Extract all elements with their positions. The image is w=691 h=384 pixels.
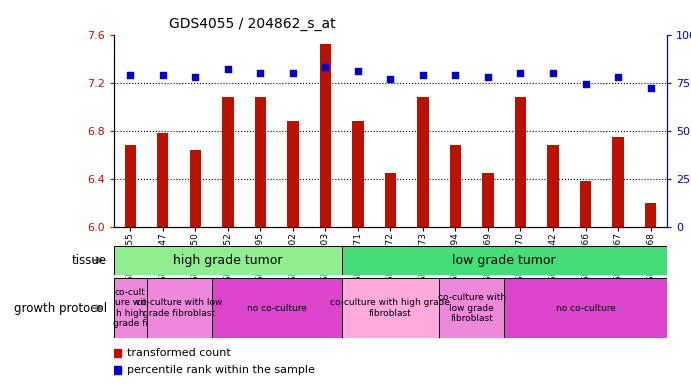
Point xyxy=(287,70,299,76)
Point xyxy=(320,64,331,70)
Bar xyxy=(417,97,428,227)
Point xyxy=(417,72,428,78)
Bar xyxy=(255,97,266,227)
Text: percentile rank within the sample: percentile rank within the sample xyxy=(127,365,315,375)
Point xyxy=(450,72,461,78)
Bar xyxy=(612,137,624,227)
Bar xyxy=(450,145,461,227)
Bar xyxy=(515,97,526,227)
Bar xyxy=(482,172,493,227)
Bar xyxy=(222,97,234,227)
Text: tissue: tissue xyxy=(72,254,107,266)
Point xyxy=(352,68,363,74)
Text: no co-culture: no co-culture xyxy=(247,304,307,313)
Point xyxy=(515,70,526,76)
Bar xyxy=(114,246,341,275)
Bar xyxy=(504,278,667,338)
Text: co-culture with low
grade fibroblast: co-culture with low grade fibroblast xyxy=(136,298,223,318)
Bar xyxy=(385,172,396,227)
Point xyxy=(645,85,656,91)
Point xyxy=(482,74,493,80)
Point xyxy=(580,81,591,88)
Bar xyxy=(580,181,591,227)
Bar xyxy=(439,278,504,338)
Text: co-culture with high grade
fibroblast: co-culture with high grade fibroblast xyxy=(330,298,451,318)
Bar xyxy=(341,278,439,338)
Point xyxy=(547,70,558,76)
Bar xyxy=(189,150,201,227)
Point xyxy=(125,72,136,78)
Text: high grade tumor: high grade tumor xyxy=(173,254,283,266)
Text: co-culture with
low grade
fibroblast: co-culture with low grade fibroblast xyxy=(437,293,506,323)
Text: growth protocol: growth protocol xyxy=(14,302,107,314)
Point xyxy=(223,66,234,72)
Text: GDS4055 / 204862_s_at: GDS4055 / 204862_s_at xyxy=(169,17,336,31)
Text: co-cult
ure wit
h high
grade fi: co-cult ure wit h high grade fi xyxy=(113,288,148,328)
Bar xyxy=(352,121,363,227)
Bar xyxy=(341,246,667,275)
Bar xyxy=(124,145,136,227)
Text: low grade tumor: low grade tumor xyxy=(453,254,556,266)
Point xyxy=(255,70,266,76)
Text: no co-culture: no co-culture xyxy=(556,304,616,313)
Text: transformed count: transformed count xyxy=(127,348,231,358)
Bar xyxy=(146,278,211,338)
Point xyxy=(385,76,396,82)
Bar xyxy=(645,203,656,227)
Bar xyxy=(320,44,331,227)
Bar xyxy=(211,278,341,338)
Bar xyxy=(547,145,559,227)
Bar xyxy=(287,121,299,227)
Bar xyxy=(157,133,169,227)
Point xyxy=(190,74,201,80)
Point xyxy=(158,72,169,78)
Bar xyxy=(114,278,146,338)
Point xyxy=(612,74,623,80)
